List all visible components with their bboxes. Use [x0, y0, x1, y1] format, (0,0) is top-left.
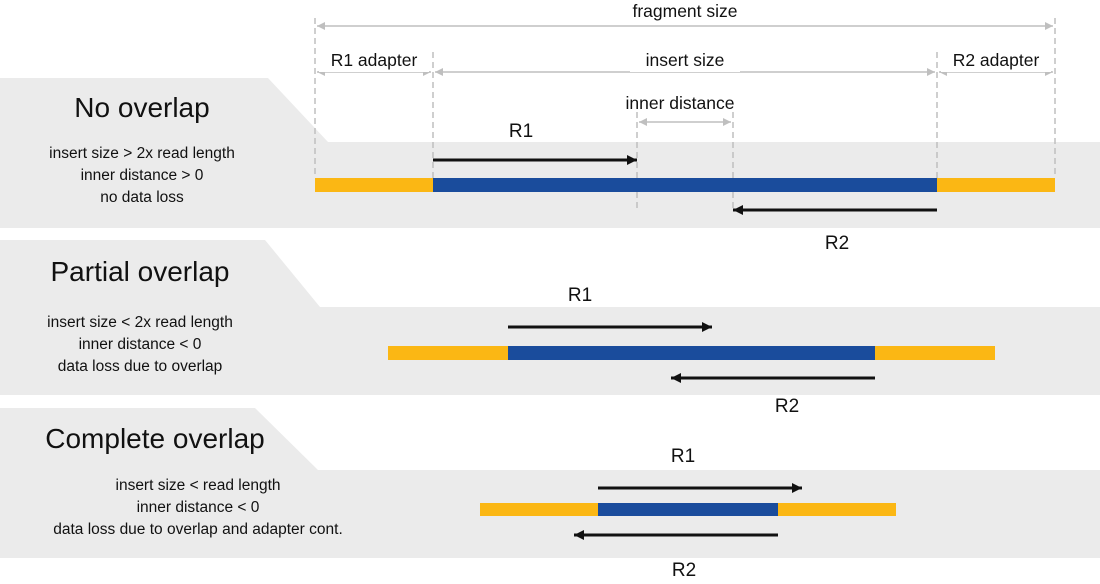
- r2-adapter-segment: [875, 346, 995, 360]
- panel-complete-overlap-background: [0, 408, 1100, 558]
- insert-segment: [433, 178, 937, 192]
- r2-read-label: R2: [825, 233, 849, 254]
- r1-adapter-label: R1 adapter: [331, 50, 418, 70]
- r1-read-label: R1: [568, 285, 592, 306]
- r1-adapter-segment: [480, 503, 598, 516]
- r1-adapter-segment: [315, 178, 433, 192]
- r1-adapter-segment: [388, 346, 508, 360]
- panel-desc-line-1: insert size > 2x read length: [49, 145, 235, 162]
- panel-desc-line-1: insert size < read length: [116, 477, 281, 494]
- r2-adapter-label: R2 adapter: [953, 50, 1040, 70]
- r1-read-label: R1: [509, 121, 533, 142]
- panel-title: Partial overlap: [51, 256, 230, 287]
- panel-title: No overlap: [74, 92, 209, 123]
- panel-desc-line-2: inner distance < 0: [79, 336, 202, 353]
- panel-desc-line-3: no data loss: [100, 189, 184, 206]
- r2-adapter-segment: [937, 178, 1055, 192]
- panel-no-overlap: No overlap insert size > 2x read length …: [49, 92, 1055, 254]
- panel-desc-line-3: data loss due to overlap and adapter con…: [53, 521, 343, 538]
- insert-size-label: insert size: [646, 50, 725, 70]
- r2-adapter-label-bg: [941, 48, 1051, 72]
- panel-complete-overlap: Complete overlap insert size < read leng…: [45, 423, 896, 581]
- r2-read-label: R2: [775, 396, 799, 417]
- panel-title: Complete overlap: [45, 423, 264, 454]
- inner-distance-label: inner distance: [626, 93, 735, 113]
- insert-size-label-bg: [630, 48, 740, 72]
- r1-adapter-label-bg: [319, 48, 429, 72]
- r2-adapter-segment: [778, 503, 896, 516]
- insert-segment: [508, 346, 875, 360]
- r1-read-label: R1: [671, 446, 695, 467]
- r2-read-label: R2: [672, 560, 696, 581]
- fragment-size-label: fragment size: [632, 1, 737, 21]
- panel-partial-overlap: Partial overlap insert size < 2x read le…: [47, 256, 995, 417]
- panel-desc-line-3: data loss due to overlap: [58, 358, 223, 375]
- panel-desc-line-2: inner distance > 0: [81, 167, 204, 184]
- panel-desc-line-1: insert size < 2x read length: [47, 314, 233, 331]
- panel-desc-line-2: inner distance < 0: [137, 499, 260, 516]
- insert-segment: [598, 503, 778, 516]
